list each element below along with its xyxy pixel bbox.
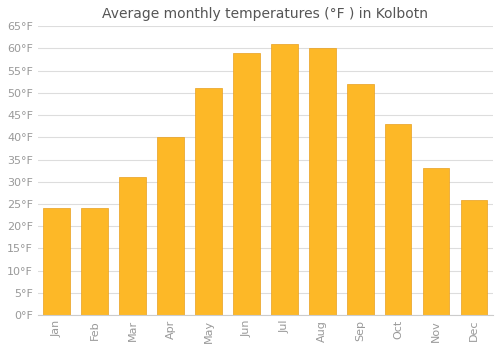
Bar: [44, 209, 70, 315]
Bar: [158, 137, 184, 315]
Bar: [233, 53, 260, 315]
Title: Average monthly temperatures (°F ) in Kolbotn: Average monthly temperatures (°F ) in Ko…: [102, 7, 428, 21]
Bar: [120, 177, 146, 315]
Bar: [385, 124, 411, 315]
Bar: [347, 84, 374, 315]
Bar: [461, 199, 487, 315]
Bar: [195, 89, 222, 315]
Bar: [309, 49, 336, 315]
Bar: [271, 44, 297, 315]
Bar: [82, 209, 108, 315]
Bar: [423, 168, 450, 315]
